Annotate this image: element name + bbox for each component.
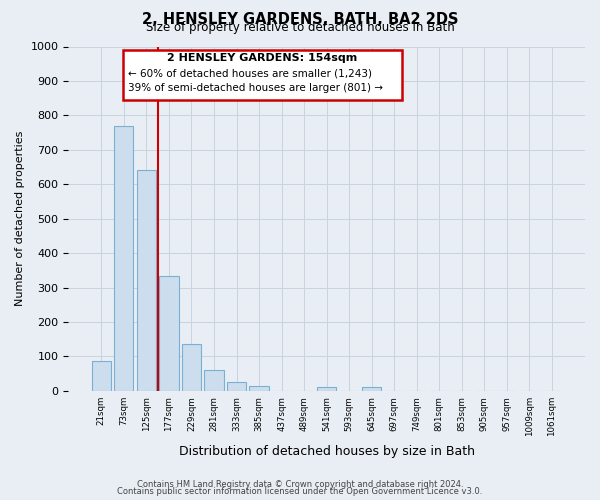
- Bar: [182, 344, 201, 391]
- Bar: [205, 370, 224, 391]
- Bar: [137, 170, 156, 391]
- Text: Size of property relative to detached houses in Bath: Size of property relative to detached ho…: [146, 22, 454, 35]
- Text: Contains HM Land Registry data © Crown copyright and database right 2024.: Contains HM Land Registry data © Crown c…: [137, 480, 463, 489]
- Bar: [362, 388, 381, 391]
- Text: 39% of semi-detached houses are larger (801) →: 39% of semi-detached houses are larger (…: [128, 82, 383, 92]
- Bar: [317, 388, 336, 391]
- Bar: [114, 126, 133, 391]
- Text: Contains public sector information licensed under the Open Government Licence v3: Contains public sector information licen…: [118, 487, 482, 496]
- Text: 2, HENSLEY GARDENS, BATH, BA2 2DS: 2, HENSLEY GARDENS, BATH, BA2 2DS: [142, 12, 458, 26]
- X-axis label: Distribution of detached houses by size in Bath: Distribution of detached houses by size …: [179, 444, 475, 458]
- Bar: [92, 360, 111, 391]
- Bar: [227, 382, 246, 391]
- Y-axis label: Number of detached properties: Number of detached properties: [15, 131, 25, 306]
- Bar: [160, 276, 179, 391]
- Text: ← 60% of detached houses are smaller (1,243): ← 60% of detached houses are smaller (1,…: [128, 69, 372, 79]
- Bar: [250, 386, 269, 391]
- FancyBboxPatch shape: [122, 50, 401, 100]
- Text: 2 HENSLEY GARDENS: 154sqm: 2 HENSLEY GARDENS: 154sqm: [167, 54, 357, 64]
